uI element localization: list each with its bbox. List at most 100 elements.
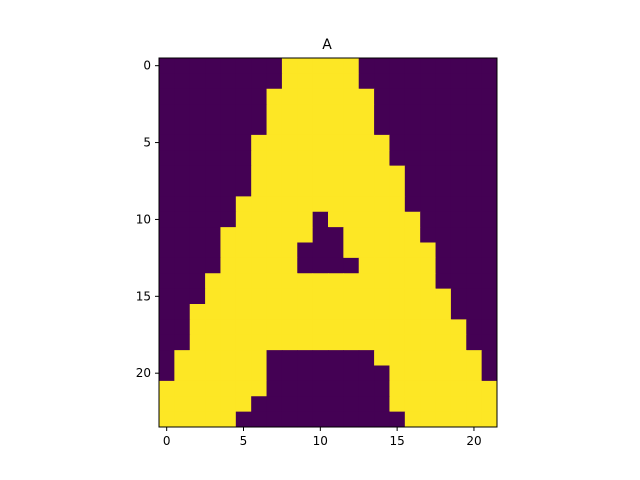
heatmap-cell (189, 134, 206, 151)
heatmap-cell (450, 380, 467, 397)
heatmap-cell (297, 119, 314, 136)
heatmap-cell (328, 334, 344, 351)
heatmap-cell (174, 73, 191, 90)
heatmap-cell (251, 334, 268, 351)
heatmap-cell (281, 396, 298, 413)
heatmap-cell (435, 334, 452, 351)
heatmap-cell (205, 411, 221, 428)
heatmap-cell (189, 257, 206, 274)
heatmap-cell (174, 58, 191, 74)
heatmap-cell (266, 380, 283, 397)
heatmap-cell (266, 165, 283, 182)
heatmap-cell (281, 134, 298, 151)
heatmap-cell (374, 227, 390, 244)
heatmap-cell (220, 334, 237, 351)
heatmap-cell (389, 257, 406, 274)
heatmap-cell (159, 380, 175, 397)
heatmap-cell (220, 319, 237, 336)
heatmap-cell (281, 365, 298, 382)
heatmap-cell (251, 242, 268, 259)
heatmap-cell (466, 196, 483, 213)
heatmap-cell (205, 304, 221, 320)
heatmap-cell (297, 181, 314, 197)
heatmap-cell (420, 257, 437, 274)
heatmap-cell (466, 73, 483, 90)
heatmap-cell (404, 165, 421, 182)
heatmap-cell (189, 334, 206, 351)
heatmap-cell (281, 88, 298, 105)
heatmap-cell (343, 211, 360, 228)
heatmap-cell (420, 304, 437, 320)
heatmap-cell (466, 88, 483, 105)
heatmap-cell (420, 119, 437, 136)
heatmap-cell (404, 411, 421, 428)
heatmap-cell (328, 257, 344, 274)
heatmap-cell (159, 350, 175, 367)
heatmap-cell (450, 134, 467, 151)
heatmap-cell (235, 380, 252, 397)
heatmap-cell (481, 304, 498, 320)
heatmap-cell (159, 196, 175, 213)
heatmap-cell (328, 242, 344, 259)
heatmap-cell (281, 181, 298, 197)
heatmap-cell (328, 365, 344, 382)
heatmap-cell (189, 165, 206, 182)
heatmap-cell (435, 365, 452, 382)
heatmap-cell (481, 196, 498, 213)
heatmap-cell (251, 273, 268, 290)
heatmap-cell (266, 288, 283, 305)
heatmap-cell (435, 165, 452, 182)
heatmap-cell (297, 257, 314, 274)
heatmap-cell (297, 104, 314, 121)
heatmap-cell (358, 257, 375, 274)
y-tick-label: 10 (136, 212, 151, 226)
heatmap-cell (297, 365, 314, 382)
heatmap-cell (312, 396, 329, 413)
heatmap-cell (389, 411, 406, 428)
heatmap-cell (404, 380, 421, 397)
heatmap-cell (312, 211, 329, 228)
heatmap-cell (481, 396, 498, 413)
heatmap-cell (251, 196, 268, 213)
heatmap-cell (159, 150, 175, 167)
heatmap-cell (312, 334, 329, 351)
heatmap-cell (466, 319, 483, 336)
heatmap-cell (389, 304, 406, 320)
heatmap-cell (159, 319, 175, 336)
heatmap-cell (450, 288, 467, 305)
heatmap-cell (174, 365, 191, 382)
heatmap-cell (466, 104, 483, 121)
heatmap-cell (174, 104, 191, 121)
heatmap-cell (420, 288, 437, 305)
heatmap-cell (420, 104, 437, 121)
heatmap-cell (343, 181, 360, 197)
heatmap-cell (328, 227, 344, 244)
heatmap-cell (266, 196, 283, 213)
heatmap-cell (189, 304, 206, 320)
heatmap-cell (389, 134, 406, 151)
heatmap-cell (235, 150, 252, 167)
heatmap-cell (205, 257, 221, 274)
heatmap-cell (189, 196, 206, 213)
heatmap-cell (220, 396, 237, 413)
heatmap-cell (251, 134, 268, 151)
heatmap-cell (235, 257, 252, 274)
heatmap-cell (251, 396, 268, 413)
heatmap-cell (389, 242, 406, 259)
heatmap-cell (297, 165, 314, 182)
heatmap-cell (251, 88, 268, 105)
heatmap-cell (189, 288, 206, 305)
heatmap-cell (389, 58, 406, 74)
heatmap-cell (251, 288, 268, 305)
heatmap-cell (466, 134, 483, 151)
heatmap-cell (420, 380, 437, 397)
heatmap-cell (435, 273, 452, 290)
heatmap-cell (159, 227, 175, 244)
heatmap-cell (358, 242, 375, 259)
heatmap-cell (235, 319, 252, 336)
heatmap-cell (312, 365, 329, 382)
heatmap-cell (358, 88, 375, 105)
heatmap-cell (205, 350, 221, 367)
heatmap-cell (358, 104, 375, 121)
heatmap-cell (251, 211, 268, 228)
